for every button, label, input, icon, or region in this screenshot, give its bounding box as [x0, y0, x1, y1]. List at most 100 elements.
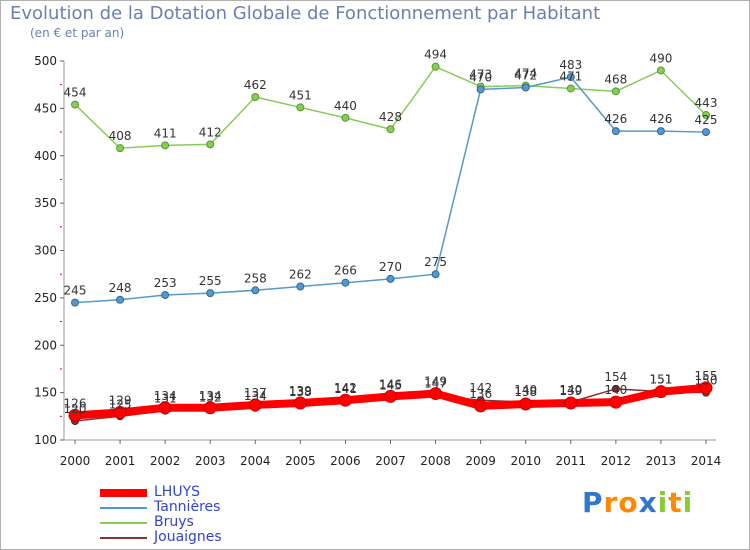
data-point	[429, 387, 443, 401]
y-tick-label: 450	[34, 101, 57, 115]
data-point	[206, 289, 215, 298]
data-point	[656, 66, 665, 75]
data-label: 132	[199, 391, 222, 405]
data-label: 440	[334, 99, 357, 113]
data-point	[384, 389, 397, 403]
data-label: 262	[289, 268, 312, 282]
data-label: 134	[199, 389, 222, 403]
data-label: 138	[289, 385, 312, 399]
chart-axes: 100 150 200 250 300 350 400 450 500 2000 2001 2002 2…	[34, 54, 721, 468]
data-label: 275	[424, 255, 447, 269]
data-point	[476, 85, 485, 94]
data-label: 140	[514, 383, 537, 397]
logo-letter: i	[657, 486, 669, 519]
data-label: 408	[109, 129, 132, 143]
data-point	[161, 141, 170, 150]
data-label: 138	[514, 385, 537, 399]
data-label: 412	[199, 125, 222, 139]
x-tick-label: 2007	[375, 454, 406, 468]
data-point	[566, 84, 575, 93]
x-tick-label: 2010	[510, 454, 541, 468]
data-point	[161, 291, 170, 300]
data-label: 494	[424, 48, 447, 62]
data-label: 470	[469, 70, 492, 84]
data-point	[203, 401, 217, 415]
x-tick-label: 2005	[285, 454, 316, 468]
data-point	[296, 282, 305, 291]
data-label: 443	[695, 96, 718, 110]
data-label: 490	[649, 51, 672, 65]
y-tick-label: 350	[34, 196, 57, 210]
data-label: 253	[154, 276, 177, 290]
chart-subtitle: (en € et par an)	[30, 26, 125, 40]
data-label: 270	[379, 260, 402, 274]
data-point	[206, 140, 215, 149]
data-point	[431, 62, 440, 71]
data-point	[521, 83, 530, 92]
data-label: 151	[649, 373, 672, 387]
y-tick-label: 250	[34, 291, 57, 305]
data-point	[386, 125, 395, 134]
x-tick-label: 2012	[601, 454, 632, 468]
data-label: 134	[244, 389, 267, 403]
y-tick-label: 300	[34, 244, 57, 258]
data-label: 141	[334, 382, 357, 396]
x-tick-label: 2002	[150, 454, 181, 468]
data-point	[702, 111, 710, 120]
legend-label: Bruys	[154, 514, 194, 530]
data-label: 136	[469, 387, 492, 401]
data-label: 151	[649, 373, 672, 387]
legend-label: LHUYS	[154, 484, 201, 500]
data-point	[699, 381, 713, 395]
data-point	[338, 393, 352, 407]
data-point	[519, 397, 533, 411]
data-label: 155	[695, 369, 718, 383]
legend-swatch	[100, 507, 147, 509]
logo-letter: x	[638, 486, 658, 519]
data-point	[251, 93, 260, 102]
y-tick-label: 400	[34, 149, 57, 163]
data-label: 411	[154, 126, 177, 140]
data-point	[386, 274, 395, 283]
data-label: 245	[64, 284, 87, 298]
proxiti-logo: Proxiti	[582, 486, 693, 519]
data-point	[248, 398, 262, 412]
data-label: 428	[379, 110, 402, 124]
data-point	[68, 408, 82, 422]
series-lines	[68, 62, 713, 426]
data-point	[609, 395, 623, 409]
data-point	[71, 298, 79, 307]
data-label: 131	[154, 392, 177, 406]
logo-letter: r	[603, 486, 619, 519]
legend-label: Jouaignes	[154, 529, 222, 545]
data-label: 147	[424, 376, 447, 390]
data-label: 462	[244, 78, 267, 92]
x-tick-label: 2011	[556, 454, 587, 468]
y-tick-label: 200	[34, 338, 57, 352]
x-tick-label: 2006	[330, 454, 361, 468]
data-point	[431, 270, 440, 279]
data-point	[251, 286, 260, 295]
x-tick-label: 2001	[105, 454, 136, 468]
data-label: 425	[695, 113, 718, 127]
data-label: 140	[559, 383, 582, 397]
data-label: 468	[604, 72, 627, 86]
data-point	[116, 144, 125, 153]
x-tick-label: 2003	[195, 454, 226, 468]
logo-letter: i	[682, 486, 694, 519]
data-label: 426	[604, 112, 627, 126]
data-label: 140	[604, 383, 627, 397]
data-label: 472	[514, 69, 537, 83]
data-label: 142	[469, 381, 492, 395]
data-point	[654, 385, 668, 399]
legend-swatch	[100, 489, 147, 497]
data-point	[564, 396, 578, 410]
data-label: 129	[109, 394, 132, 408]
data-label: 426	[649, 112, 672, 126]
data-point	[656, 127, 665, 136]
x-tick-label: 2004	[240, 454, 271, 468]
data-label: 145	[379, 378, 402, 392]
data-label: 149	[424, 375, 447, 389]
